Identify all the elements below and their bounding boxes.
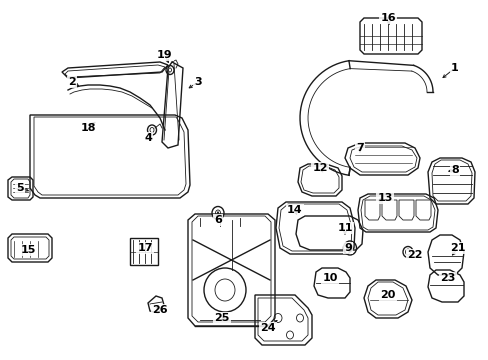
Text: 14: 14 (286, 205, 302, 215)
Text: 3: 3 (194, 77, 202, 87)
Text: 20: 20 (380, 290, 395, 300)
Text: 1: 1 (450, 63, 458, 73)
Text: 4: 4 (144, 133, 152, 143)
Text: 26: 26 (152, 305, 167, 315)
Text: 16: 16 (379, 13, 395, 23)
Text: 7: 7 (355, 143, 363, 153)
Text: 9: 9 (344, 243, 351, 253)
Text: 18: 18 (80, 123, 96, 133)
Text: 25: 25 (214, 313, 229, 323)
Text: 15: 15 (20, 245, 36, 255)
Text: 6: 6 (214, 215, 222, 225)
Ellipse shape (150, 127, 154, 132)
Text: 10: 10 (322, 273, 337, 283)
Text: 24: 24 (260, 323, 275, 333)
Text: 21: 21 (449, 243, 465, 253)
Text: 5: 5 (16, 183, 24, 193)
Text: 12: 12 (312, 163, 327, 173)
Ellipse shape (168, 68, 171, 72)
Text: 2: 2 (68, 77, 76, 87)
Text: 8: 8 (450, 165, 458, 175)
Text: 11: 11 (337, 223, 352, 233)
Text: 23: 23 (439, 273, 455, 283)
Text: 22: 22 (407, 250, 422, 260)
Text: 13: 13 (377, 193, 392, 203)
Text: 17: 17 (137, 243, 152, 253)
Text: 19: 19 (157, 50, 172, 60)
